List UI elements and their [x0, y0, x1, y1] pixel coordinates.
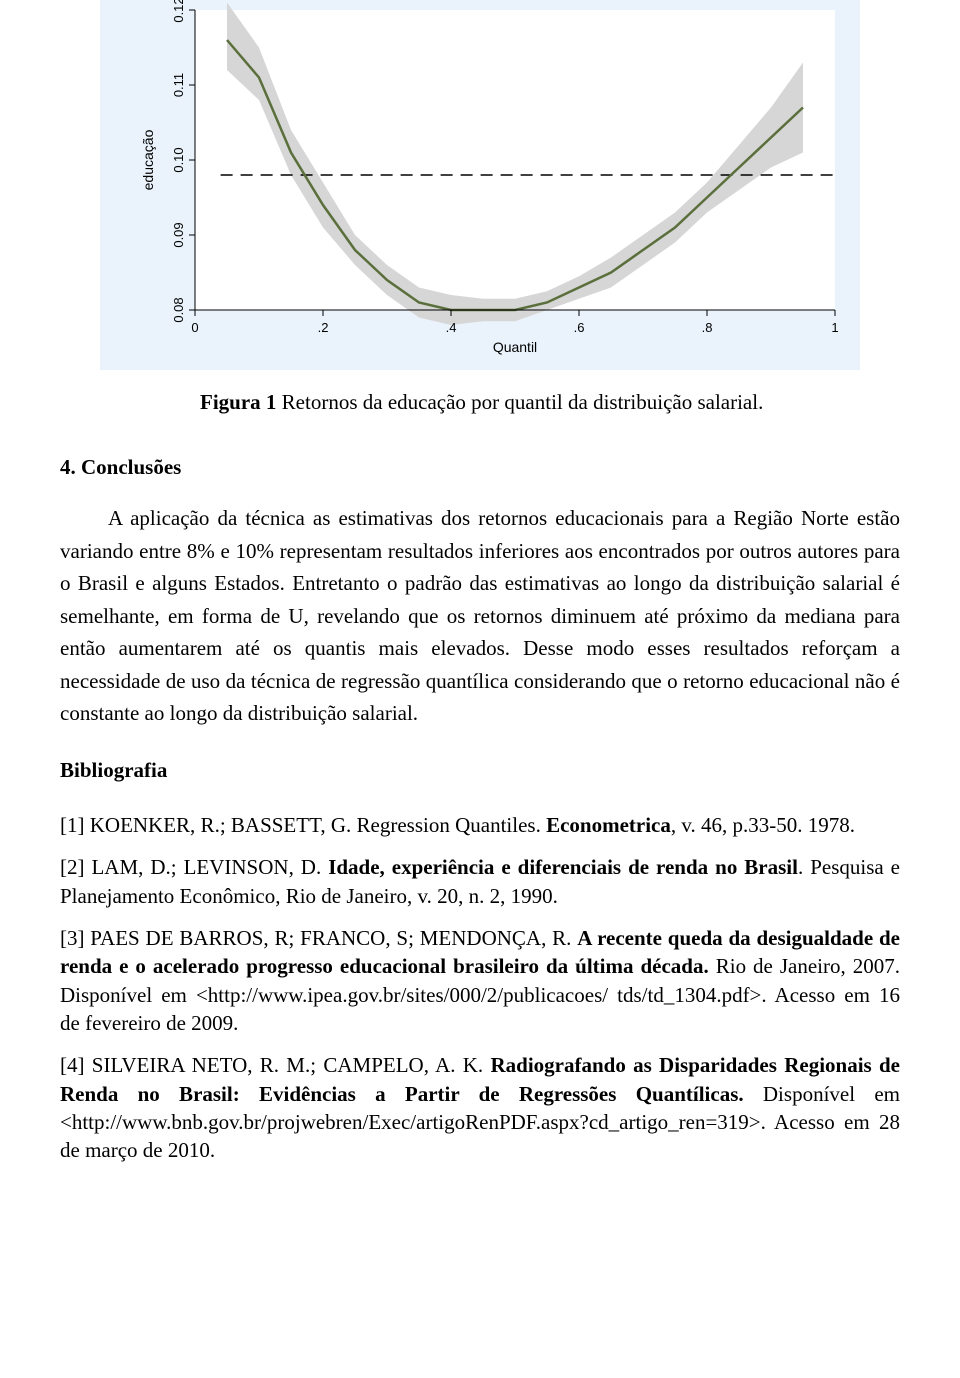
svg-text:.8: .8 [702, 320, 713, 335]
figure-caption: Figura 1 Retornos da educação por quanti… [200, 390, 900, 415]
svg-text:0.10: 0.10 [171, 147, 186, 172]
conclusoes-paragraph: A aplicação da técnica as estimativas do… [60, 502, 900, 730]
svg-text:0.12: 0.12 [171, 0, 186, 23]
svg-text:0.09: 0.09 [171, 222, 186, 247]
bibliography-item: [2] LAM, D.; LEVINSON, D. Idade, experiê… [60, 853, 900, 910]
chart-container: 0.08 0.09 0.10 0.11 0.12 educação 0 .2 .4 .6 .8 1 Qu… [100, 0, 860, 370]
caption-text: Retornos da educação por quantil da dist… [276, 390, 763, 414]
bibliography-heading: Bibliografia [60, 758, 900, 783]
svg-text:Quantil: Quantil [493, 339, 537, 355]
bibliography-item: [4] SILVEIRA NETO, R. M.; CAMPELO, A. K.… [60, 1051, 900, 1164]
svg-text:1: 1 [831, 320, 838, 335]
svg-text:0: 0 [191, 320, 198, 335]
svg-text:0.11: 0.11 [171, 73, 186, 97]
bibliography-item: [1] KOENKER, R.; BASSETT, G. Regression … [60, 811, 900, 839]
svg-text:.4: .4 [446, 320, 457, 335]
svg-text:0.08: 0.08 [171, 297, 186, 322]
svg-text:.6: .6 [574, 320, 585, 335]
bibliography-list: [1] KOENKER, R.; BASSETT, G. Regression … [60, 811, 900, 1165]
quantile-chart: 0.08 0.09 0.10 0.11 0.12 educação 0 .2 .4 .6 .8 1 Qu… [100, 0, 860, 370]
section-heading-conclusoes: 4. Conclusões [60, 455, 900, 480]
caption-label: Figura 1 [200, 390, 276, 414]
svg-text:educação: educação [140, 129, 156, 190]
svg-text:.2: .2 [318, 320, 329, 335]
bibliography-item: [3] PAES DE BARROS, R; FRANCO, S; MENDON… [60, 924, 900, 1037]
